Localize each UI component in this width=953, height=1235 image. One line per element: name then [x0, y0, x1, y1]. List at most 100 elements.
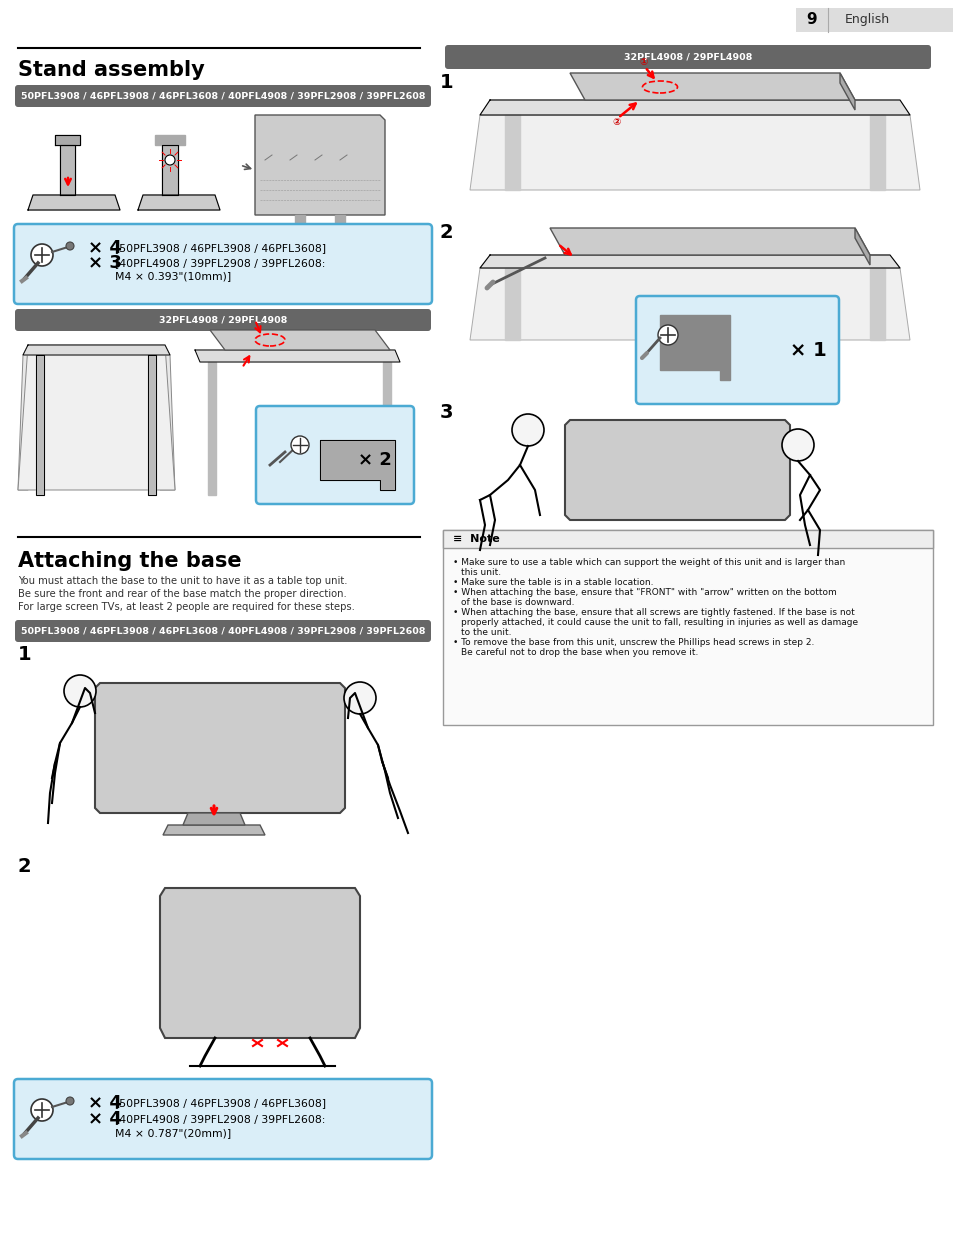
- Text: × 2: × 2: [357, 451, 392, 469]
- Polygon shape: [18, 345, 28, 490]
- Polygon shape: [28, 195, 120, 210]
- FancyBboxPatch shape: [636, 296, 838, 404]
- Text: 1: 1: [439, 73, 453, 91]
- Polygon shape: [95, 683, 345, 813]
- FancyBboxPatch shape: [444, 44, 930, 69]
- Text: 9: 9: [806, 12, 817, 27]
- Text: ①: ①: [639, 57, 647, 67]
- Text: • When attaching the base, ensure that all screws are tightly fastened. If the b: • When attaching the base, ensure that a…: [453, 608, 854, 618]
- Polygon shape: [148, 354, 156, 495]
- FancyBboxPatch shape: [15, 620, 431, 642]
- FancyBboxPatch shape: [14, 1079, 432, 1158]
- Bar: [795, 7, 953, 32]
- Text: 1: 1: [18, 646, 31, 664]
- Text: [40PFL4908 / 39PFL2908 / 39PFL2608:: [40PFL4908 / 39PFL2908 / 39PFL2608:: [115, 1114, 325, 1124]
- Polygon shape: [550, 228, 869, 254]
- Text: Attaching the base: Attaching the base: [18, 551, 241, 571]
- Text: ②: ②: [612, 117, 620, 127]
- Polygon shape: [659, 315, 729, 380]
- Text: For large screen TVs, at least 2 people are required for these steps.: For large screen TVs, at least 2 people …: [18, 601, 355, 613]
- Polygon shape: [335, 215, 345, 230]
- Polygon shape: [564, 420, 789, 520]
- Polygon shape: [23, 345, 170, 354]
- Text: × 4: × 4: [88, 240, 122, 257]
- Circle shape: [781, 429, 813, 461]
- Polygon shape: [18, 345, 174, 490]
- Text: [40PFL4908 / 39PFL2908 / 39PFL2608:: [40PFL4908 / 39PFL2908 / 39PFL2608:: [115, 258, 325, 268]
- Polygon shape: [869, 268, 884, 340]
- Polygon shape: [210, 330, 390, 350]
- Polygon shape: [254, 115, 385, 215]
- Circle shape: [66, 1097, 74, 1105]
- Circle shape: [64, 676, 96, 706]
- Text: × 4: × 4: [88, 1110, 122, 1128]
- FancyBboxPatch shape: [15, 85, 431, 107]
- Text: [50PFL3908 / 46PFL3908 / 46PFL3608]: [50PFL3908 / 46PFL3908 / 46PFL3608]: [115, 1098, 326, 1108]
- Circle shape: [512, 414, 543, 446]
- Circle shape: [165, 156, 174, 165]
- Polygon shape: [479, 254, 899, 268]
- Polygon shape: [138, 195, 220, 210]
- Text: × 4: × 4: [88, 1094, 122, 1112]
- Text: M4 × 0.787"(20mm)]: M4 × 0.787"(20mm)]: [115, 1128, 231, 1137]
- Polygon shape: [55, 135, 80, 144]
- Text: 50PFL3908 / 46PFL3908 / 46PFL3608 / 40PFL4908 / 39PFL2908 / 39PFL2608: 50PFL3908 / 46PFL3908 / 46PFL3608 / 40PF…: [21, 626, 425, 636]
- Polygon shape: [163, 825, 265, 835]
- Text: • When attaching the base, ensure that "FRONT" with "arrow" written on the botto: • When attaching the base, ensure that "…: [453, 588, 836, 597]
- Polygon shape: [194, 350, 399, 362]
- FancyBboxPatch shape: [255, 406, 414, 504]
- Polygon shape: [183, 813, 245, 825]
- Circle shape: [344, 682, 375, 714]
- FancyBboxPatch shape: [442, 530, 932, 725]
- Text: properly attached, it could cause the unit to fall, resulting in injuries as wel: properly attached, it could cause the un…: [460, 618, 858, 627]
- Text: this unit.: this unit.: [460, 568, 500, 577]
- Polygon shape: [60, 144, 75, 195]
- Text: • Make sure the table is in a stable location.: • Make sure the table is in a stable loc…: [453, 578, 653, 587]
- Polygon shape: [504, 115, 519, 190]
- Text: Stand assembly: Stand assembly: [18, 61, 205, 80]
- Circle shape: [30, 1099, 53, 1121]
- Text: 32PFL4908 / 29PFL4908: 32PFL4908 / 29PFL4908: [623, 53, 751, 62]
- Circle shape: [658, 325, 678, 345]
- Text: Be careful not to drop the base when you remove it.: Be careful not to drop the base when you…: [460, 648, 698, 657]
- FancyBboxPatch shape: [14, 224, 432, 304]
- Polygon shape: [154, 135, 185, 144]
- Polygon shape: [208, 362, 215, 495]
- Polygon shape: [840, 73, 854, 110]
- Polygon shape: [319, 440, 395, 490]
- Polygon shape: [470, 268, 909, 340]
- Text: Be sure the front and rear of the base match the proper direction.: Be sure the front and rear of the base m…: [18, 589, 346, 599]
- Text: 32PFL4908 / 29PFL4908: 32PFL4908 / 29PFL4908: [158, 315, 287, 325]
- Polygon shape: [470, 115, 919, 190]
- Polygon shape: [162, 144, 178, 195]
- Circle shape: [66, 242, 74, 249]
- Text: You must attach the base to the unit to have it as a table top unit.: You must attach the base to the unit to …: [18, 576, 347, 585]
- Text: of the base is downward.: of the base is downward.: [460, 598, 574, 606]
- Polygon shape: [160, 345, 174, 490]
- Text: 2: 2: [18, 857, 31, 876]
- Text: [50PFL3908 / 46PFL3908 / 46PFL3608]: [50PFL3908 / 46PFL3908 / 46PFL3608]: [115, 243, 326, 253]
- Circle shape: [30, 245, 53, 266]
- Text: × 1: × 1: [789, 341, 825, 359]
- Polygon shape: [569, 73, 854, 100]
- Text: ≡  Note: ≡ Note: [453, 534, 499, 543]
- Polygon shape: [160, 888, 359, 1037]
- Polygon shape: [294, 215, 305, 230]
- Bar: [442, 530, 932, 548]
- Polygon shape: [504, 268, 519, 340]
- Text: English: English: [843, 14, 888, 26]
- Polygon shape: [382, 362, 391, 495]
- Polygon shape: [479, 100, 909, 115]
- Text: 50PFL3908 / 46PFL3908 / 46PFL3608 / 40PFL4908 / 39PFL2908 / 39PFL2608: 50PFL3908 / 46PFL3908 / 46PFL3608 / 40PF…: [21, 91, 425, 100]
- Text: • Make sure to use a table which can support the weight of this unit and is larg: • Make sure to use a table which can sup…: [453, 558, 844, 567]
- Polygon shape: [36, 354, 44, 495]
- Polygon shape: [854, 228, 869, 266]
- Text: to the unit.: to the unit.: [460, 629, 511, 637]
- Text: M4 × 0.393"(10mm)]: M4 × 0.393"(10mm)]: [115, 270, 231, 282]
- Circle shape: [291, 436, 309, 454]
- Text: 2: 2: [439, 222, 453, 242]
- Text: • To remove the base from this unit, unscrew the Phillips head screws in step 2.: • To remove the base from this unit, uns…: [453, 638, 814, 647]
- FancyBboxPatch shape: [15, 309, 431, 331]
- Text: × 3: × 3: [88, 254, 122, 272]
- Text: 3: 3: [439, 403, 453, 421]
